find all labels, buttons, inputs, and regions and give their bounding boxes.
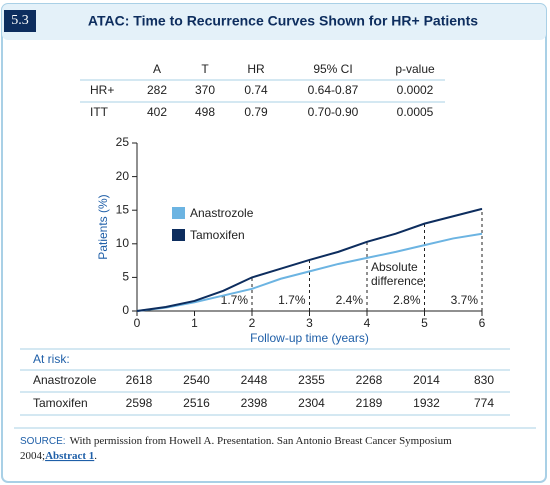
annotation: difference (371, 274, 424, 288)
header-band (2, 4, 546, 40)
x-tick-label: 5 (421, 316, 428, 330)
series-line (136, 232, 483, 312)
table-cell: 0.74 (244, 83, 268, 97)
source: 2004;Abstract 1. (20, 450, 97, 462)
frame (1, 3, 547, 483)
table-cell: 0.0002 (397, 83, 434, 97)
source-text: With permission from Howell A. Presentat… (70, 435, 453, 447)
y-tick-label: 25 (116, 135, 130, 149)
difference-label: 3.7% (451, 293, 479, 307)
x-tick-label: 0 (134, 316, 141, 330)
row-label: HR+ (90, 83, 114, 97)
annotation: Absolute (371, 260, 418, 274)
column-header: A (153, 62, 161, 76)
source-text: 2004; (20, 450, 45, 462)
source: SOURCE: With permission from Howell A. Pr… (20, 435, 452, 447)
at-risk-title: At risk: (33, 352, 70, 366)
table-cell: 2598 (126, 396, 153, 410)
y-tick-label: 20 (116, 169, 130, 183)
difference-label: 1.7% (221, 293, 249, 307)
table-cell: 2355 (298, 373, 325, 387)
y-tick-label: 5 (122, 270, 129, 284)
y-axis-label: Patients (%) (96, 194, 110, 259)
x-tick-label: 3 (306, 316, 313, 330)
source-link[interactable]: Abstract 1 (45, 450, 94, 462)
row-label: ITT (90, 105, 109, 119)
x-tick-label: 4 (364, 316, 371, 330)
row-label: Anastrozole (33, 373, 97, 387)
table-cell: 0.64-0.87 (308, 83, 359, 97)
difference-label: 2.4% (336, 293, 364, 307)
series-line (136, 207, 483, 312)
figure-title: ATAC: Time to Recurrence Curves Shown fo… (88, 13, 478, 29)
legend-swatch (172, 207, 185, 219)
difference-label: 1.7% (278, 293, 306, 307)
table-cell: 0.70-0.90 (308, 105, 359, 119)
table-cell: 2014 (413, 373, 440, 387)
table-cell: 2540 (183, 373, 210, 387)
table-cell: 830 (474, 373, 494, 387)
table-cell: 370 (195, 83, 215, 97)
table-cell: 282 (147, 83, 167, 97)
table-cell: 0.0005 (397, 105, 434, 119)
x-tick-label: 1 (191, 316, 198, 330)
table-cell: 2189 (356, 396, 383, 410)
x-tick-label: 6 (479, 316, 486, 330)
table-cell: 1932 (413, 396, 440, 410)
x-axis-label: Follow-up time (years) (250, 331, 369, 345)
legend-label: Anastrozole (190, 206, 254, 220)
table-cell: 0.79 (244, 105, 268, 119)
x-tick-label: 2 (249, 316, 256, 330)
figure-label-box (4, 10, 36, 32)
legend-swatch (172, 229, 185, 241)
figure-label: 5.3 (11, 13, 29, 28)
table-cell: 2268 (356, 373, 383, 387)
table-cell: 2618 (126, 373, 153, 387)
table-cell: 2398 (241, 396, 268, 410)
table-cell: 498 (195, 105, 215, 119)
legend-label: Tamoxifen (190, 228, 245, 242)
column-header: 95% CI (313, 62, 352, 76)
source-label: SOURCE: (20, 436, 66, 447)
y-tick-label: 15 (116, 202, 130, 216)
table-cell: 774 (474, 396, 494, 410)
column-header: p-value (395, 62, 435, 76)
table-cell: 2304 (298, 396, 325, 410)
y-tick-label: 10 (116, 236, 130, 250)
y-tick-label: 0 (122, 303, 129, 317)
source-text: . (94, 450, 97, 462)
row-label: Tamoxifen (33, 396, 88, 410)
table-cell: 2516 (183, 396, 210, 410)
table-cell: 402 (147, 105, 167, 119)
table-cell: 2448 (241, 373, 268, 387)
column-header: T (201, 62, 209, 76)
difference-label: 2.8% (393, 293, 421, 307)
column-header: HR (247, 62, 265, 76)
